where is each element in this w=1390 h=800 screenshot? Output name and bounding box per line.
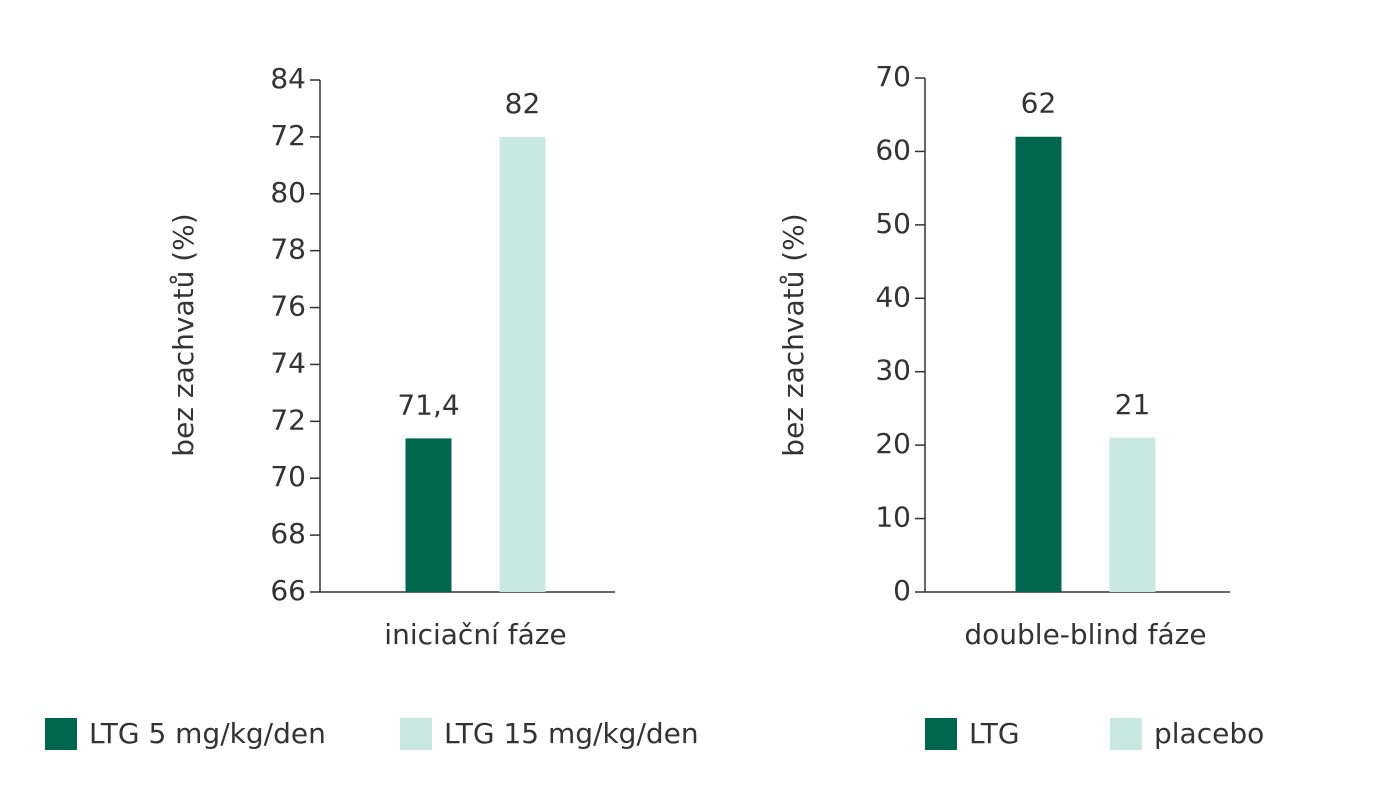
- bar: [1109, 437, 1156, 592]
- y-tick-label: 0: [893, 574, 911, 607]
- legend-label: placebo: [1154, 717, 1264, 750]
- bar: [1015, 136, 1062, 592]
- y-tick-label: 80: [270, 176, 306, 209]
- y-tick-label: 70: [875, 60, 911, 93]
- y-tick-label: 84: [270, 62, 306, 95]
- y-tick-label: 78: [270, 233, 306, 266]
- y-tick-label: 72: [270, 119, 306, 152]
- y-tick-label: 50: [875, 207, 911, 240]
- y-tick-label: 30: [875, 354, 911, 387]
- legend-swatch: [1110, 718, 1142, 750]
- legend-label: LTG: [969, 717, 1020, 750]
- value-label: 82: [505, 87, 541, 120]
- y-axis-label: bez zachvatů (%): [167, 213, 200, 456]
- y-tick-label: 70: [270, 460, 306, 493]
- y-tick-label: 10: [875, 501, 911, 534]
- y-tick-label: 20: [875, 427, 911, 460]
- x-tick-label: iniciační fáze: [384, 618, 566, 651]
- y-tick-label: 60: [875, 133, 911, 166]
- y-tick-label: 68: [270, 517, 306, 550]
- legend-swatch: [400, 718, 432, 750]
- y-tick-label: 40: [875, 280, 911, 313]
- legend-label: LTG 15 mg/kg/den: [444, 717, 699, 750]
- bar: [499, 136, 546, 592]
- value-label: 62: [1021, 87, 1057, 120]
- value-label: 71,4: [397, 388, 459, 421]
- legend-swatch: [925, 718, 957, 750]
- legend-label: LTG 5 mg/kg/den: [89, 717, 326, 750]
- value-label: 21: [1115, 388, 1151, 421]
- y-tick-label: 76: [270, 290, 306, 323]
- legend-swatch: [45, 718, 77, 750]
- y-tick-label: 66: [270, 574, 306, 607]
- x-tick-label: double-blind fáze: [964, 618, 1206, 651]
- bar: [405, 438, 452, 592]
- y-tick-label: 74: [270, 346, 306, 379]
- y-axis-label: bez zachvatů (%): [777, 213, 810, 456]
- y-tick-label: 72: [270, 403, 306, 436]
